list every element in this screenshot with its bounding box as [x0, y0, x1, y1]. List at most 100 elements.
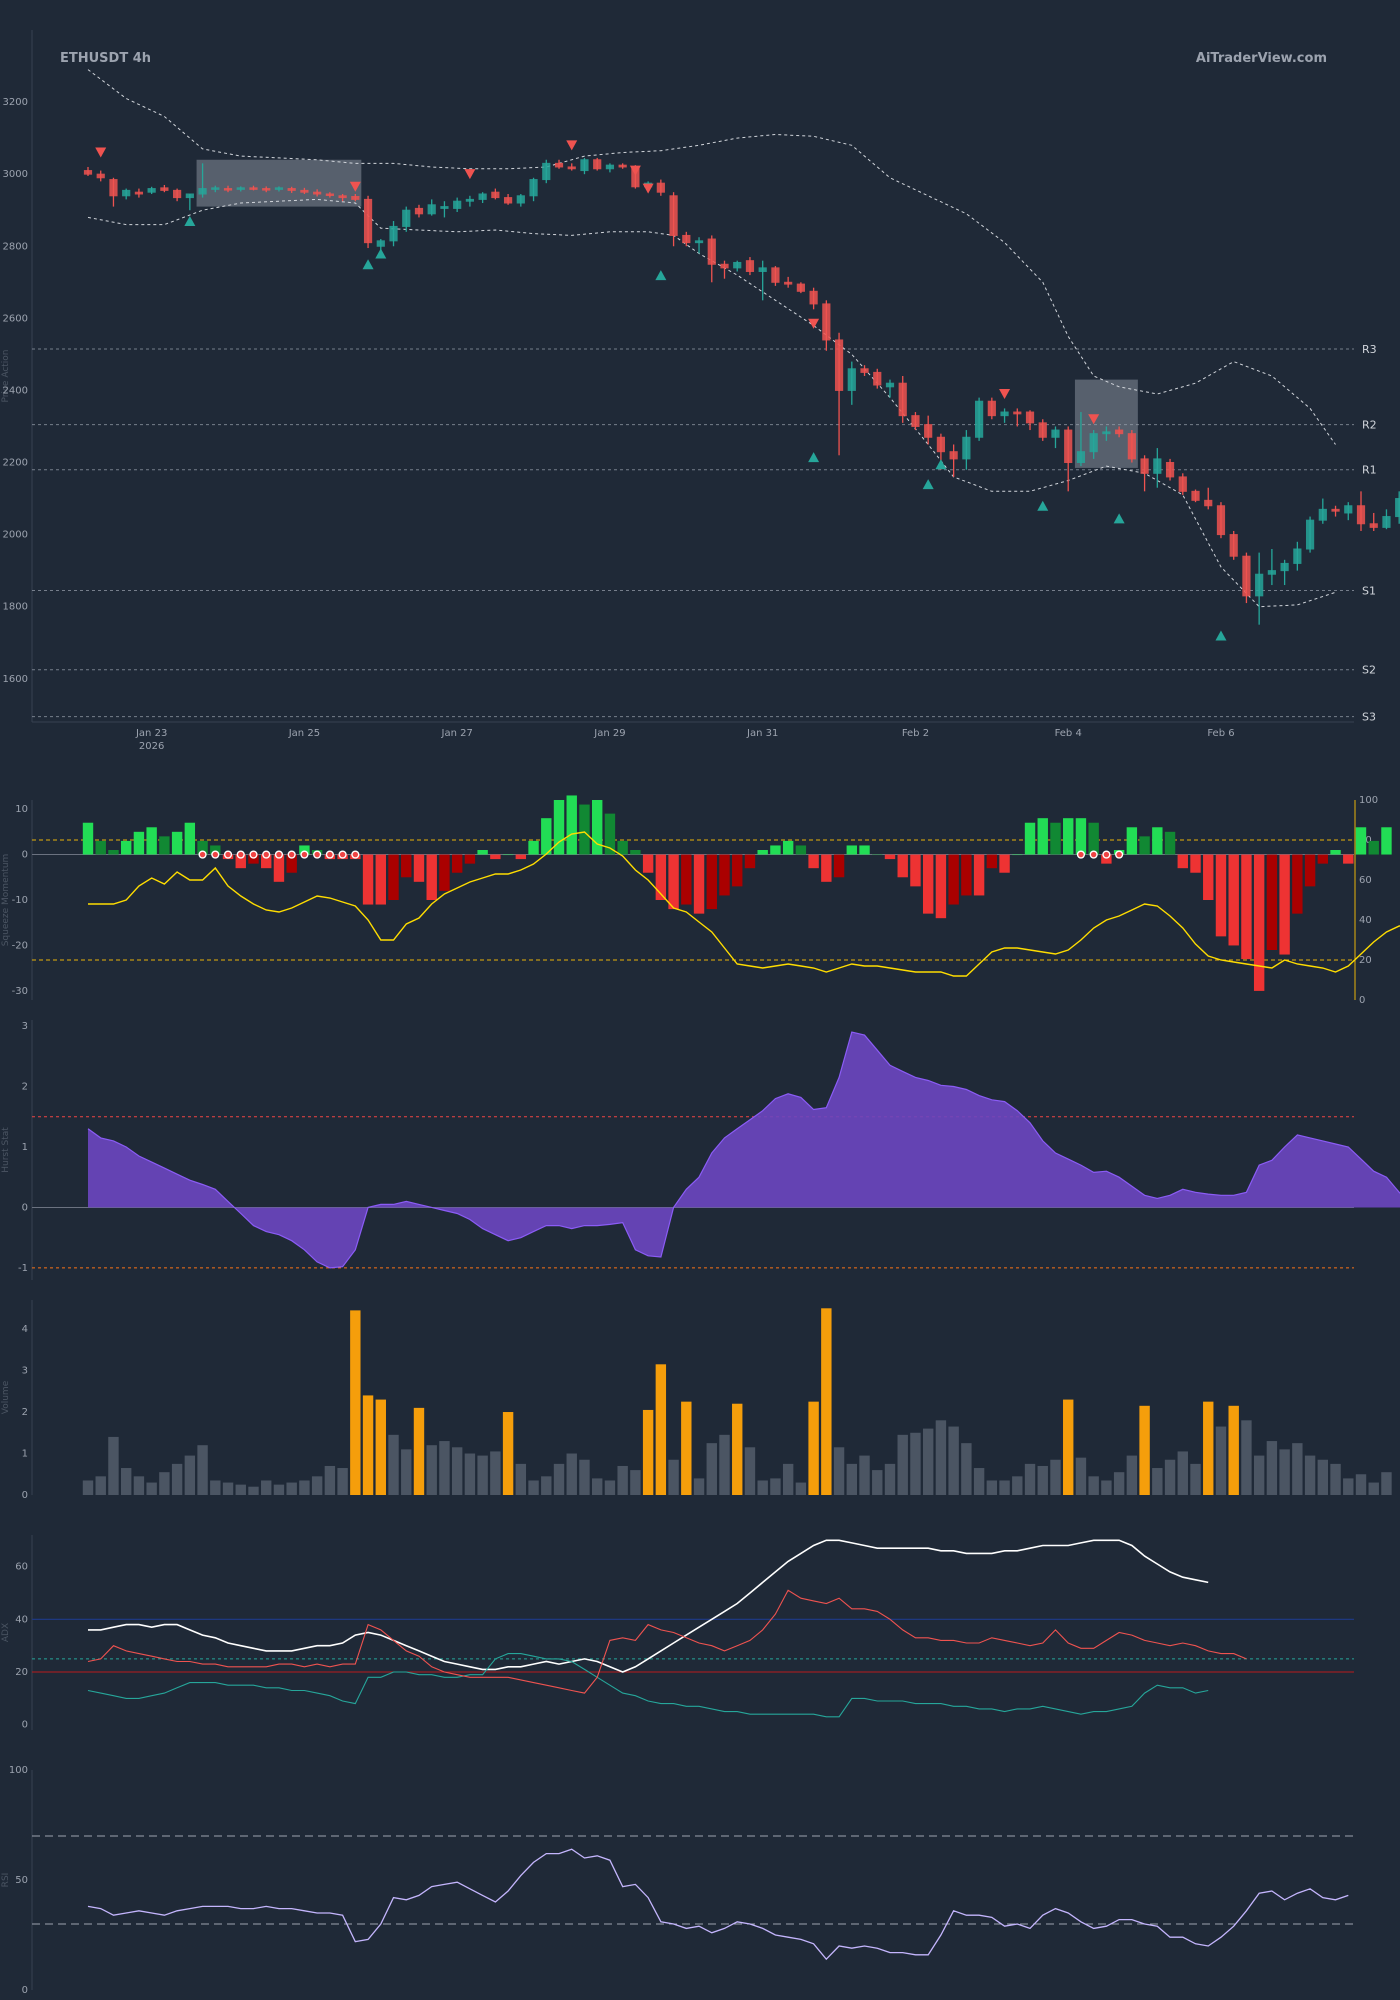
squeeze-dot: [1076, 850, 1086, 859]
candle-body: [656, 182, 665, 193]
volume-bar: [401, 1449, 412, 1495]
hurst-area: [88, 1032, 1400, 1268]
volume-bar: [630, 1470, 641, 1495]
candle-body: [1140, 458, 1149, 474]
volume-bar: [604, 1480, 616, 1495]
volume-bar: [120, 1468, 132, 1495]
volume-bar: [541, 1476, 552, 1495]
volume-bar: [1381, 1472, 1392, 1495]
volume-bar: [961, 1443, 972, 1495]
sell-signal-marker: [1088, 414, 1100, 425]
candle-body: [1178, 476, 1187, 492]
momentum-bar: [1241, 854, 1252, 960]
momentum-bar: [973, 854, 985, 896]
buy-signal-marker: [362, 259, 374, 270]
squeeze-dot: [262, 850, 271, 859]
candle-body: [682, 234, 691, 244]
candle-body: [236, 187, 245, 190]
momentum-right-tick: 100: [1359, 795, 1378, 806]
volume-bar: [146, 1482, 157, 1495]
volume-bar: [1101, 1480, 1112, 1495]
momentum-bar: [1037, 818, 1048, 855]
volume-bar: [95, 1476, 106, 1495]
volume-bar: [286, 1482, 297, 1495]
volume-bar: [782, 1463, 794, 1495]
candle-body: [198, 188, 207, 195]
candle-body: [300, 189, 309, 193]
volume-bar: [222, 1482, 234, 1495]
pivot-level-label: S2: [1362, 664, 1376, 677]
price-xtick-label: Feb 6: [1207, 728, 1234, 739]
upper-band-line: [87, 69, 1336, 445]
squeeze-dot: [236, 850, 245, 859]
adx-ytick-label: 40: [15, 1614, 28, 1625]
volume-bar: [1050, 1459, 1061, 1495]
volume-bar: [642, 1409, 654, 1495]
volume-bar: [1075, 1457, 1087, 1495]
squeeze-dot: [300, 850, 309, 859]
volume-bar: [592, 1478, 603, 1495]
candle-body: [1395, 498, 1400, 518]
squeeze-dot: [338, 850, 347, 859]
candle-body: [134, 191, 144, 195]
momentum-bar: [757, 850, 768, 855]
price-ytick-label: 2800: [3, 241, 28, 252]
symbol-title: ETHUSDT 4h: [60, 51, 151, 66]
volume-bar: [1304, 1455, 1316, 1495]
volume-bar: [464, 1453, 476, 1495]
volume-bar: [299, 1480, 310, 1495]
candle-body: [1267, 570, 1276, 575]
volume-bar: [273, 1484, 285, 1495]
momentum-bar: [184, 822, 196, 855]
volume-bar: [375, 1399, 386, 1495]
candle-body: [173, 189, 182, 199]
momentum-bar: [553, 800, 565, 855]
momentum-bar: [375, 854, 386, 905]
buy-signal-marker: [1037, 500, 1049, 511]
candle-body: [962, 436, 971, 460]
volume-bar: [1037, 1465, 1048, 1495]
volume-bar: [1113, 1472, 1125, 1495]
volume-bar: [490, 1451, 501, 1495]
candle-body: [1331, 508, 1340, 512]
volume-bar: [184, 1455, 196, 1495]
candle-body: [274, 187, 284, 190]
volume-bar: [311, 1476, 323, 1495]
volume-ytick-label: 4: [22, 1324, 28, 1335]
momentum-bar: [1024, 822, 1036, 855]
volume-bar: [922, 1428, 934, 1495]
candle-body: [1153, 458, 1162, 474]
candle-body: [771, 267, 780, 283]
momentum-bar: [655, 854, 667, 900]
momentum-bar: [1050, 822, 1061, 855]
candle-body: [427, 204, 436, 215]
volume-bar: [477, 1455, 488, 1495]
candle-body: [1013, 411, 1022, 415]
momentum-bar: [261, 854, 272, 869]
momentum-right-tick: 40: [1359, 915, 1372, 926]
volume-bar: [948, 1426, 959, 1495]
volume-bar: [1152, 1468, 1163, 1495]
sell-signal-marker: [808, 318, 820, 329]
squeeze_momentum-ylabel: Squeeze Momentum: [1, 854, 11, 947]
volume-bar: [795, 1482, 807, 1495]
volume-bar: [324, 1465, 336, 1495]
momentum-bar: [426, 854, 437, 900]
candle-body: [1204, 499, 1213, 507]
volume-bar: [757, 1480, 768, 1495]
volume-ytick-label: 0: [22, 1490, 28, 1501]
sell-signal-marker: [95, 147, 107, 158]
momentum-bar: [693, 854, 705, 914]
volume-bar: [248, 1486, 259, 1495]
squeeze-dot: [1115, 850, 1124, 859]
volume-bar: [82, 1480, 94, 1495]
volume-bar: [744, 1447, 756, 1495]
momentum-bar: [961, 854, 972, 896]
momentum-bar: [108, 850, 119, 855]
candle-body: [1318, 508, 1327, 521]
volume-bar: [833, 1447, 845, 1495]
candle-body: [211, 187, 220, 190]
momentum-bar: [541, 818, 552, 855]
candle-body: [363, 198, 373, 244]
